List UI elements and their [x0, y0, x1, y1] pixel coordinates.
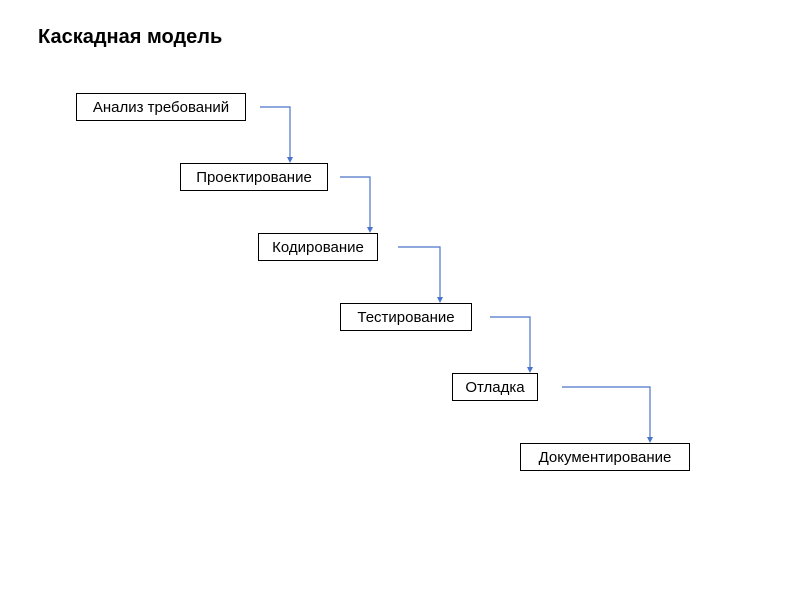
node-n1: Анализ требований — [76, 93, 246, 121]
node-n4: Тестирование — [340, 303, 472, 331]
node-n3: Кодирование — [258, 233, 378, 261]
edge-n4-n5 — [490, 317, 530, 370]
edge-n1-n2 — [260, 107, 290, 160]
diagram-title: Каскадная модель — [38, 26, 222, 49]
edge-n2-n3 — [340, 177, 370, 230]
diagram-canvas: Каскадная модель Анализ требований Проект… — [0, 0, 800, 600]
edge-n3-n4 — [398, 247, 440, 300]
node-n2: Проектирование — [180, 163, 328, 191]
node-n6: Документирование — [520, 443, 690, 471]
node-n5: Отладка — [452, 373, 538, 401]
edges-layer — [0, 0, 800, 600]
edge-n5-n6 — [562, 387, 650, 440]
